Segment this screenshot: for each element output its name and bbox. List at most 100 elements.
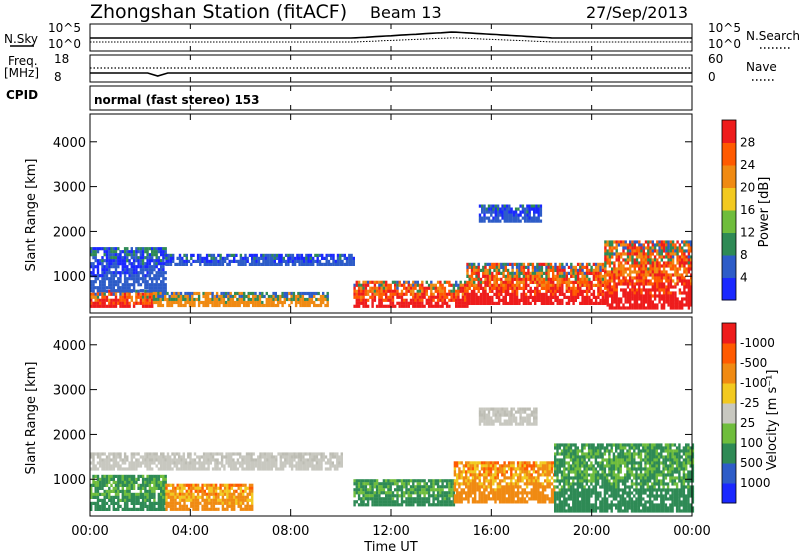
echo-cell	[272, 461, 276, 465]
echo-cell	[459, 286, 462, 290]
echo-cell	[263, 458, 267, 462]
echo-cell	[456, 491, 459, 495]
echo-cell	[484, 280, 487, 284]
echo-cell	[170, 297, 174, 302]
echo-cell	[574, 265, 577, 269]
echo-cell	[556, 268, 559, 272]
echo-cell	[470, 262, 474, 266]
echo-cell	[157, 271, 161, 275]
echo-cell	[441, 479, 444, 483]
echo-cell	[496, 497, 499, 501]
nsky-label: N.Sky	[4, 32, 38, 46]
echo-cell	[678, 273, 682, 277]
echo-cell	[251, 483, 254, 487]
echo-cell	[270, 458, 273, 462]
echo-cell	[232, 458, 235, 462]
echo-cell	[617, 276, 621, 280]
echo-cell	[683, 297, 686, 301]
echo-cell	[112, 265, 115, 269]
echo-cell	[678, 288, 682, 292]
echo-cell	[501, 497, 504, 501]
echo-cell	[496, 473, 499, 477]
echo-cell	[529, 301, 532, 305]
echo-cell	[380, 503, 383, 507]
echo-cell	[483, 467, 486, 471]
echo-cell	[94, 286, 97, 290]
echo-cell	[96, 292, 100, 296]
echo-cell	[176, 501, 179, 505]
echo-cell	[333, 452, 337, 456]
echo-cell	[597, 274, 600, 278]
colorbar-swatch	[722, 210, 736, 233]
echo-cell	[287, 262, 290, 266]
echo-cell	[141, 292, 145, 296]
echo-cell	[606, 294, 609, 298]
echo-cell	[590, 268, 593, 272]
echo-cell	[375, 289, 379, 293]
echo-cell	[515, 295, 519, 299]
echo-cell	[128, 464, 131, 468]
echo-cell	[117, 259, 120, 263]
echo-cell	[327, 253, 331, 257]
echo-cell	[92, 295, 95, 299]
echo-cell	[162, 265, 165, 269]
echo-cell	[385, 494, 388, 498]
echo-cell	[373, 494, 377, 498]
echo-cell	[540, 283, 544, 287]
echo-cell	[653, 246, 657, 250]
echo-cell	[495, 271, 498, 275]
echo-cell	[254, 458, 258, 462]
echo-cell	[279, 467, 282, 471]
echo-cell	[638, 264, 641, 268]
echo-cell	[480, 494, 484, 498]
echo-cell	[162, 467, 165, 471]
echo-cell	[549, 295, 553, 299]
echo-cell	[119, 262, 122, 266]
echo-cell	[518, 268, 521, 272]
echo-cell	[256, 294, 259, 299]
echo-cell	[421, 488, 424, 492]
echo-cell	[436, 304, 440, 308]
echo-cell	[671, 243, 675, 247]
echo-cell	[480, 461, 484, 465]
echo-cell	[202, 455, 206, 459]
echo-cell	[434, 283, 437, 287]
echo-cell	[187, 452, 190, 456]
echo-cell	[477, 301, 480, 305]
echo-cell	[530, 216, 534, 220]
echo-cell	[487, 479, 490, 483]
echo-cell	[126, 477, 129, 481]
echo-cell	[647, 279, 650, 283]
echo-cell	[540, 286, 544, 290]
echo-cell	[683, 261, 686, 265]
echo-cell	[123, 280, 127, 284]
echo-cell	[108, 253, 111, 257]
echo-cell	[243, 458, 246, 462]
echo-cell	[162, 458, 165, 462]
echo-cell	[418, 482, 422, 486]
echo-cell	[209, 291, 212, 296]
echo-cell	[640, 288, 643, 292]
echo-cell	[485, 479, 488, 483]
echo-cell	[690, 294, 693, 298]
echo-cell	[425, 497, 428, 501]
echo-cell	[364, 301, 368, 305]
echo-cell	[148, 265, 152, 269]
echo-cell	[547, 268, 550, 272]
echo-cell	[506, 301, 510, 305]
echo-cell	[105, 489, 109, 493]
echo-cell	[103, 458, 106, 462]
echo-cell	[323, 262, 326, 266]
echo-cell	[366, 503, 370, 507]
echo-cell	[674, 264, 677, 268]
echo-cell	[353, 289, 356, 293]
echo-cell	[169, 498, 173, 502]
echo-cell	[245, 300, 248, 305]
echo-cell	[164, 455, 167, 459]
echo-cell	[364, 503, 368, 507]
echo-cell	[160, 467, 163, 471]
echo-cell	[513, 301, 517, 305]
echo-cell	[515, 301, 519, 305]
echo-cell	[493, 268, 496, 272]
echo-cell	[212, 507, 216, 511]
